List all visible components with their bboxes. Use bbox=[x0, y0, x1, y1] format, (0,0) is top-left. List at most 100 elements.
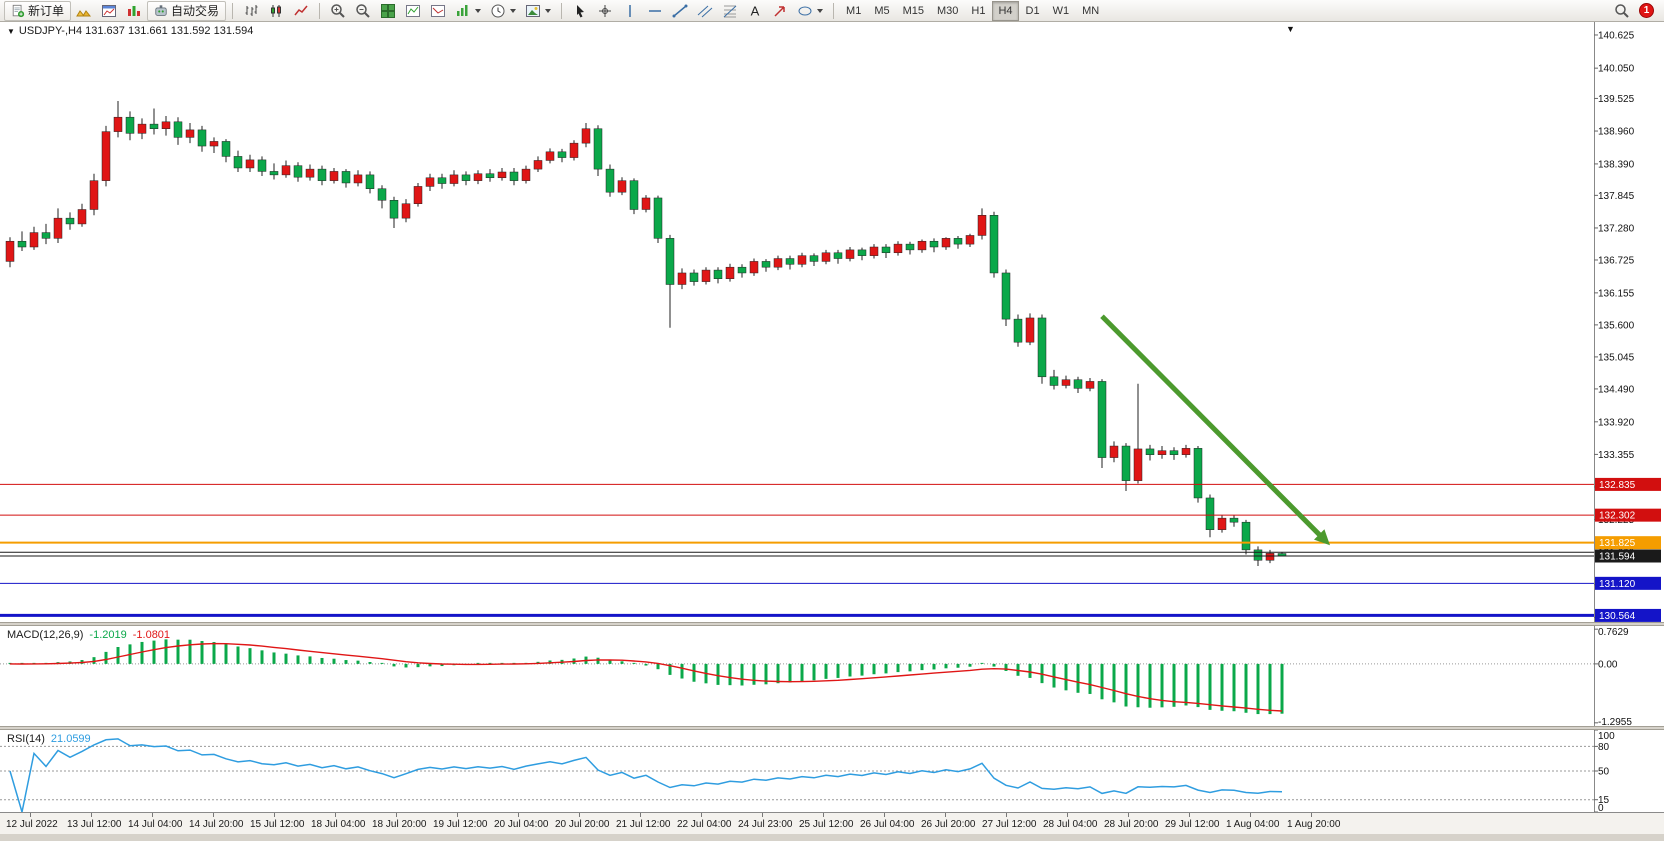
shapes-tool-button[interactable] bbox=[793, 1, 827, 21]
time-axis-label: 18 Jul 20:00 bbox=[372, 819, 427, 830]
channel-tool-button[interactable] bbox=[693, 1, 717, 21]
bar-chart-icon bbox=[243, 3, 259, 19]
svg-text:130.564: 130.564 bbox=[1599, 611, 1636, 622]
period-menu-button[interactable] bbox=[486, 1, 520, 21]
time-axis-label: 26 Jul 04:00 bbox=[860, 819, 915, 830]
line-chart-icon bbox=[293, 3, 309, 19]
time-axis-label: 1 Aug 04:00 bbox=[1226, 819, 1280, 830]
search-icon bbox=[1614, 3, 1630, 19]
template-icon bbox=[525, 3, 541, 19]
notification-badge[interactable]: 1 bbox=[1639, 3, 1654, 18]
fibonacci-tool-button[interactable] bbox=[718, 1, 742, 21]
fibonacci-icon bbox=[722, 3, 738, 19]
timeframe-d1-button[interactable]: D1 bbox=[1020, 1, 1046, 21]
time-axis-tick bbox=[457, 813, 458, 817]
svg-text:-1.2955: -1.2955 bbox=[1598, 717, 1632, 726]
trendline-tool-button[interactable] bbox=[668, 1, 692, 21]
price-badge-131.594: 131.594 bbox=[1595, 549, 1661, 563]
collapse-triangle-icon[interactable]: ▼ bbox=[7, 27, 15, 36]
price-panel: 140.625 140.050 139.525 138.960 138.390 137.8… bbox=[0, 22, 1664, 622]
time-axis-tick bbox=[274, 813, 275, 817]
text-tool-button[interactable]: A bbox=[743, 1, 767, 21]
arrow-object-icon bbox=[772, 3, 788, 19]
time-axis-tick bbox=[945, 813, 946, 817]
gold-bars-button[interactable] bbox=[72, 1, 96, 21]
time-axis-tick bbox=[1006, 813, 1007, 817]
trend-arrow-head bbox=[1314, 529, 1330, 546]
cursor-icon bbox=[572, 3, 588, 19]
timeframe-mn-button[interactable]: MN bbox=[1076, 1, 1105, 21]
svg-text:138.390: 138.390 bbox=[1598, 159, 1635, 170]
svg-text:135.045: 135.045 bbox=[1598, 352, 1635, 363]
auto-trading-label: 自动交易 bbox=[171, 4, 220, 18]
line-chart-button[interactable] bbox=[289, 1, 313, 21]
svg-text:138.960: 138.960 bbox=[1598, 127, 1635, 138]
new-order-button[interactable]: 新订单 bbox=[4, 0, 72, 21]
chart-window-button[interactable] bbox=[97, 1, 121, 21]
template-menu-button[interactable] bbox=[521, 1, 555, 21]
chevron-down-icon bbox=[817, 8, 824, 13]
add-indicator-button[interactable] bbox=[451, 1, 485, 21]
chart-shift-marker-icon[interactable]: ▼ bbox=[1286, 24, 1295, 34]
time-axis-tick bbox=[823, 813, 824, 817]
rsi-label-row: RSI(14) 21.0599 bbox=[7, 733, 91, 745]
zoom-in-button[interactable] bbox=[326, 1, 350, 21]
objects-list-icon bbox=[430, 3, 446, 19]
horizontal-line-tool-button[interactable] bbox=[643, 1, 667, 21]
indicator-list-button[interactable] bbox=[401, 1, 425, 21]
crosshair-tool-button[interactable] bbox=[593, 1, 617, 21]
macd-main-value: -1.2019 bbox=[89, 629, 127, 641]
timeframe-h4-button[interactable]: H4 bbox=[992, 0, 1019, 21]
panel-separator[interactable] bbox=[0, 622, 1664, 626]
svg-text:A: A bbox=[751, 3, 760, 18]
time-axis-tick bbox=[30, 813, 31, 817]
timeframe-m30-button[interactable]: M30 bbox=[931, 1, 964, 21]
arrows-tool-button[interactable] bbox=[768, 1, 792, 21]
new-order-icon bbox=[11, 4, 25, 18]
time-axis-tick bbox=[335, 813, 336, 817]
svg-text:0.7629: 0.7629 bbox=[1598, 627, 1629, 638]
svg-text:131.120: 131.120 bbox=[1599, 579, 1636, 590]
new-order-label: 新订单 bbox=[28, 4, 65, 18]
bar-chart-button[interactable] bbox=[239, 1, 263, 21]
timeframe-m15-button[interactable]: M15 bbox=[897, 1, 930, 21]
time-axis[interactable]: 12 Jul 2022 13 Jul 12:00 14 Jul 04:00 14 Ju… bbox=[0, 812, 1664, 834]
chart-window-icon bbox=[101, 3, 117, 19]
tile-windows-icon bbox=[380, 3, 396, 19]
new-chart-button[interactable] bbox=[122, 1, 146, 21]
panel-separator[interactable] bbox=[0, 726, 1664, 730]
vertical-line-tool-button[interactable] bbox=[618, 1, 642, 21]
timeframe-h1-button[interactable]: H1 bbox=[965, 1, 991, 21]
candlestick-chart-icon bbox=[268, 3, 284, 19]
time-axis-tick bbox=[518, 813, 519, 817]
time-axis-tick bbox=[762, 813, 763, 817]
indicator-list-icon bbox=[405, 3, 421, 19]
svg-text:132.302: 132.302 bbox=[1599, 511, 1636, 522]
price-chart[interactable]: 140.625 140.050 139.525 138.960 138.390 137.8… bbox=[0, 22, 1664, 622]
zoom-out-button[interactable] bbox=[351, 1, 375, 21]
trend-arrow[interactable] bbox=[1100, 314, 1325, 540]
svg-text:131.594: 131.594 bbox=[1599, 552, 1636, 563]
auto-trading-button[interactable]: 自动交易 bbox=[147, 0, 227, 21]
timeframe-m1-button[interactable]: M1 bbox=[840, 1, 867, 21]
toolbar-separator bbox=[319, 2, 321, 19]
svg-text:132.835: 132.835 bbox=[1599, 480, 1636, 491]
search-button[interactable] bbox=[1610, 1, 1634, 21]
rsi-panel: 100 80 50 15 0 RSI(14) 21.0599 bbox=[0, 730, 1664, 812]
candlestick-chart-button[interactable] bbox=[264, 1, 288, 21]
tile-windows-button[interactable] bbox=[376, 1, 400, 21]
cursor-tool-button[interactable] bbox=[568, 1, 592, 21]
timeframe-w1-button[interactable]: W1 bbox=[1047, 1, 1076, 21]
objects-list-button[interactable] bbox=[426, 1, 450, 21]
time-axis-tick bbox=[396, 813, 397, 817]
time-axis-tick bbox=[1311, 813, 1312, 817]
timeframe-m5-button[interactable]: M5 bbox=[868, 1, 895, 21]
gold-bars-icon bbox=[76, 3, 92, 19]
time-axis-label: 13 Jul 12:00 bbox=[67, 819, 122, 830]
time-axis-label: 14 Jul 20:00 bbox=[189, 819, 244, 830]
time-axis-tick bbox=[701, 813, 702, 817]
svg-text:133.355: 133.355 bbox=[1598, 450, 1635, 461]
chevron-down-icon bbox=[475, 8, 482, 13]
time-axis-label: 28 Jul 04:00 bbox=[1043, 819, 1098, 830]
time-axis-tick bbox=[1128, 813, 1129, 817]
